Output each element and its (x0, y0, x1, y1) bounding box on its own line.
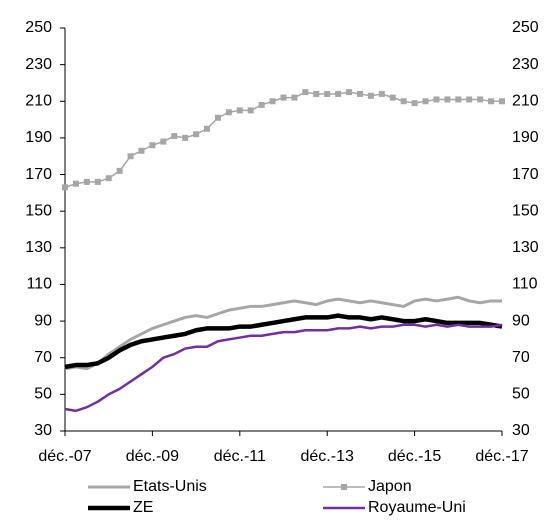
marker (83, 178, 90, 185)
x-tick-label: déc.-09 (126, 448, 179, 465)
y-tick-label: 110 (26, 276, 52, 293)
x-tick-label: déc.-15 (388, 448, 441, 465)
marker (422, 98, 429, 105)
marker (455, 96, 462, 103)
y2-tick-label: 190 (512, 129, 539, 146)
marker (335, 90, 342, 97)
y2-tick-label: 250 (512, 19, 539, 36)
y2-tick-label: 30 (512, 422, 530, 439)
y-tick-label: 230 (25, 56, 52, 73)
y2-tick-label: 50 (512, 386, 530, 403)
x-tick-label: déc.-07 (38, 448, 91, 465)
marker (389, 94, 396, 101)
y2-tick-label: 70 (512, 349, 530, 366)
marker (258, 101, 265, 108)
marker (466, 96, 473, 103)
y2-tick-label: 230 (512, 56, 539, 73)
marker (324, 90, 331, 97)
marker (291, 94, 298, 101)
series-line (64, 295, 502, 371)
marker (225, 109, 232, 116)
y2-tick-label: 90 (512, 312, 530, 329)
marker (160, 138, 167, 145)
series-line (64, 323, 503, 413)
marker (499, 98, 505, 105)
marker (247, 107, 254, 114)
marker (346, 89, 353, 96)
marker (193, 131, 200, 138)
marker (105, 175, 112, 182)
marker (367, 92, 374, 99)
marker (127, 153, 134, 160)
y-tick-label: 130 (25, 239, 52, 256)
marker (72, 180, 79, 187)
y-tick-label: 190 (25, 129, 52, 146)
legend-label: Japon (368, 478, 412, 495)
y2-tick-label: 210 (512, 92, 539, 109)
marker (138, 147, 145, 154)
marker (116, 167, 123, 174)
y-tick-label: 50 (34, 386, 52, 403)
marker (269, 98, 276, 105)
y2-tick-label: 110 (512, 276, 538, 293)
legend-label: Etats-Unis (133, 478, 207, 495)
marker (94, 178, 101, 185)
marker (444, 96, 451, 103)
y-tick-label: 70 (34, 349, 52, 366)
y-tick-label: 210 (25, 92, 52, 109)
y2-tick-label: 130 (512, 239, 539, 256)
legend-marker (341, 484, 347, 490)
y-tick-label: 170 (25, 166, 52, 183)
marker (204, 125, 211, 132)
marker (400, 98, 407, 105)
y-tick-label: 90 (34, 312, 52, 329)
y-tick-label: 250 (25, 19, 52, 36)
marker (433, 96, 440, 103)
legend-label: Royaume-Uni (368, 499, 466, 516)
legend-label: ZE (133, 499, 153, 516)
marker (488, 98, 495, 105)
y2-tick-label: 150 (512, 202, 539, 219)
y-tick-label: 30 (34, 422, 52, 439)
marker (411, 100, 418, 107)
y2-tick-label: 170 (512, 166, 539, 183)
series-line (64, 91, 502, 189)
x-tick-label: déc.-11 (214, 448, 266, 465)
marker (214, 114, 221, 121)
marker (236, 107, 243, 114)
marker (313, 90, 320, 97)
series-line (64, 313, 503, 370)
marker (302, 89, 309, 96)
marker (280, 94, 287, 101)
x-tick-label: déc.-13 (301, 448, 354, 465)
x-tick-label: déc.-17 (475, 448, 528, 465)
marker (182, 134, 189, 141)
marker (62, 184, 68, 191)
marker (477, 96, 484, 103)
marker (171, 133, 178, 140)
marker (149, 142, 156, 149)
marker (356, 90, 363, 97)
y-tick-label: 150 (25, 202, 52, 219)
marker (378, 90, 385, 97)
